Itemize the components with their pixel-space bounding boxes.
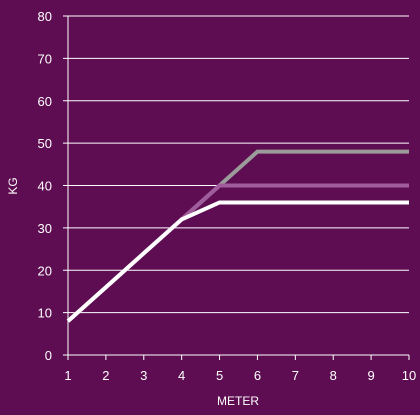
x-tick-label: 2 <box>102 368 109 383</box>
y-tick-label: 50 <box>38 136 52 151</box>
x-tick-label: 3 <box>140 368 147 383</box>
x-tick-label: 9 <box>367 368 374 383</box>
y-tick-label: 80 <box>38 9 52 24</box>
y-tick-label: 30 <box>38 221 52 236</box>
x-tick-label: 4 <box>178 368 185 383</box>
series-line-2 <box>66 183 409 323</box>
series-line-3 <box>66 200 409 323</box>
y-tick-label: 20 <box>38 263 52 278</box>
x-tick-label: 6 <box>254 368 261 383</box>
x-tick-label: 5 <box>216 368 223 383</box>
x-tick-label: 8 <box>330 368 337 383</box>
y-tick-label: 60 <box>38 94 52 109</box>
y-tick-label: 10 <box>38 306 52 321</box>
axes <box>63 15 410 360</box>
x-axis-label: METER <box>217 394 259 408</box>
series-line-1 <box>66 149 409 323</box>
x-tick-label: 7 <box>292 368 299 383</box>
y-tick-label: 0 <box>45 348 52 363</box>
tick-labels: 0 10 20 30 40 50 60 70 80 1 2 3 4 5 6 7 8 9 10 <box>38 9 417 383</box>
gridlines <box>68 15 409 314</box>
y-tick-label: 40 <box>38 179 52 194</box>
y-tick-label: 70 <box>38 51 52 66</box>
x-tick-label: 10 <box>402 368 416 383</box>
series-lines <box>66 149 409 323</box>
y-axis-label: KG <box>6 177 20 194</box>
x-tick-label: 1 <box>64 368 71 383</box>
